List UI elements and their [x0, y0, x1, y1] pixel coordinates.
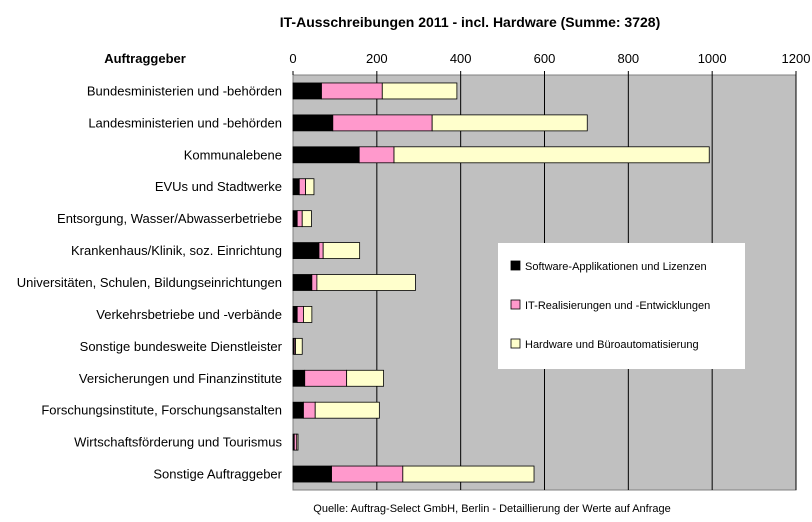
- bar-segment: [318, 242, 324, 259]
- legend-swatch: [510, 338, 521, 349]
- bar-segment: [321, 82, 383, 100]
- legend-swatch: [510, 299, 521, 310]
- category-axis-header: Auftraggeber: [104, 51, 186, 66]
- x-tick-label: 800: [617, 51, 639, 66]
- category-label: Universitäten, Schulen, Bildungseinricht…: [17, 275, 282, 290]
- bar-segment: [296, 433, 299, 451]
- x-axis-ticks: 0 200 400 600 800 1000 1200: [289, 51, 810, 75]
- category-label: Forschungsinstitute, Forschungsanstalten: [41, 403, 282, 418]
- x-tick-label: 400: [450, 51, 472, 66]
- bar-segment: [292, 82, 322, 100]
- bar-segment: [292, 401, 304, 419]
- bar-segment: [304, 369, 348, 387]
- category-label: Krankenhaus/Klinik, soz. Einrichtung: [71, 243, 282, 258]
- x-tick-label: 600: [534, 51, 556, 66]
- bar-segment: [292, 178, 300, 196]
- bar-segment: [346, 369, 384, 387]
- category-label: Sonstige bundesweite Dienstleister: [80, 339, 283, 354]
- bar-segment: [311, 274, 318, 291]
- legend: Software-Applikationen und Lizenzen IT-Re…: [498, 243, 745, 369]
- bar-segment: [331, 465, 404, 483]
- bar-segment: [431, 114, 588, 132]
- legend-box: [498, 243, 745, 369]
- bar-segment: [303, 401, 316, 419]
- category-label: Sonstige Auftraggeber: [153, 467, 282, 482]
- bar-segment: [316, 274, 416, 291]
- x-tick-label: 200: [366, 51, 388, 66]
- bars: [292, 82, 710, 483]
- bar-segment: [292, 369, 306, 387]
- x-tick-label: 1200: [782, 51, 811, 66]
- bar-segment: [292, 242, 320, 259]
- legend-label: Software-Applikationen und Lizenzen: [525, 261, 707, 273]
- category-label: Verkehrsbetriebe und -verbände: [96, 307, 282, 322]
- bar-segment: [314, 401, 380, 419]
- bar-segment: [292, 465, 332, 483]
- source-note: Quelle: Auftrag-Select GmbH, Berlin - De…: [313, 503, 670, 515]
- bar-segment: [402, 465, 535, 483]
- x-tick-label: 1000: [698, 51, 727, 66]
- legend-swatch: [510, 260, 521, 271]
- bar-segment: [303, 306, 313, 323]
- legend-label: IT-Realisierungen und -Entwicklungen: [525, 300, 710, 312]
- bar-segment: [292, 306, 298, 323]
- bar-segment: [296, 210, 303, 228]
- legend-label: Hardware und Büroautomatisierung: [525, 339, 699, 351]
- bar-segment: [292, 274, 313, 291]
- category-label: Versicherungen und Finanzinstitute: [79, 371, 282, 386]
- category-label: Kommunalebene: [184, 147, 282, 162]
- bar-segment: [292, 146, 360, 164]
- bar-segment: [292, 114, 334, 132]
- category-labels: Bundesministerien und -behörden Landesmin…: [17, 83, 283, 481]
- category-label: Bundesministerien und -behörden: [87, 83, 282, 98]
- bar-segment: [301, 210, 312, 228]
- bar-segment: [322, 242, 361, 259]
- chart-title: IT-Ausschreibungen 2011 - incl. Hardware…: [280, 14, 660, 30]
- bar-segment: [305, 178, 315, 196]
- bar-segment: [295, 337, 303, 355]
- bar-segment: [393, 146, 710, 164]
- category-label: EVUs und Stadtwerke: [155, 179, 282, 194]
- x-tick-label: 0: [289, 51, 296, 66]
- bar-segment: [298, 178, 306, 196]
- category-label: Wirtschaftsförderung und Tourismus: [74, 435, 282, 450]
- bar-segment: [296, 306, 304, 323]
- category-label: Entsorgung, Wasser/Abwasserbetriebe: [57, 211, 282, 226]
- bar-segment: [332, 114, 433, 132]
- category-label: Landesministerien und -behörden: [88, 115, 282, 130]
- bar-segment: [292, 210, 298, 228]
- bar-segment: [358, 146, 395, 164]
- bar-segment: [381, 82, 458, 100]
